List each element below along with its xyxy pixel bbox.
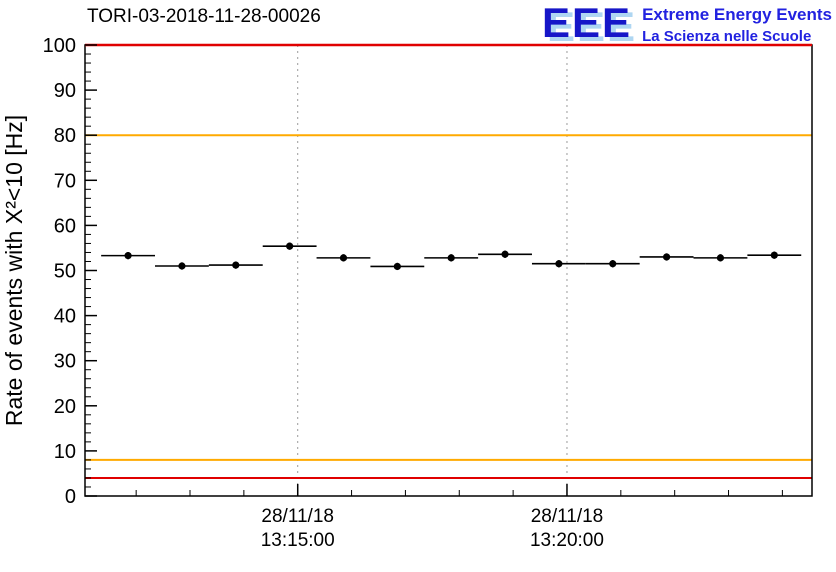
y-axis-label: Rate of events with X²<10 [Hz] [1, 115, 27, 426]
svg-text:28/11/18: 28/11/18 [531, 506, 604, 527]
svg-text:60: 60 [54, 215, 76, 237]
svg-text:20: 20 [54, 396, 76, 418]
svg-text:0: 0 [65, 486, 76, 508]
svg-text:28/11/18: 28/11/18 [261, 506, 334, 527]
data-point [501, 250, 509, 258]
data-point [178, 262, 186, 270]
data-point [393, 262, 401, 271]
data-point [339, 254, 348, 262]
svg-text:100: 100 [43, 35, 76, 57]
y-axis: 0 10 20 30 40 50 60 70 80 90 100 [43, 35, 97, 508]
plot-frame [84, 44, 813, 497]
svg-text:70: 70 [54, 170, 76, 192]
data-point [286, 242, 294, 250]
x-axis: 28/11/18 13:15:00 28/11/18 13:20:00 [135, 484, 783, 551]
data-point [447, 254, 455, 262]
svg-text:50: 50 [54, 261, 76, 283]
svg-text:40: 40 [54, 306, 76, 328]
data-point [663, 253, 671, 261]
data-point [124, 252, 132, 260]
svg-text:30: 30 [54, 351, 76, 373]
eee-logo-acronym: EEE [542, 0, 633, 46]
svg-text:80: 80 [54, 125, 76, 147]
svg-text:90: 90 [54, 80, 76, 102]
eee-logo-text: Extreme Energy Events La Scienza nelle S… [642, 3, 832, 45]
data-point [770, 251, 778, 259]
reference-lines [85, 44, 812, 479]
svg-text:13:15:00: 13:15:00 [261, 530, 335, 551]
data-point [716, 254, 725, 262]
chart-title: TORI-03-2018-11-28-00026 [87, 6, 321, 27]
eee-logo-line1: Extreme Energy Events [642, 5, 832, 24]
data-point [232, 261, 240, 269]
data-point [555, 260, 563, 268]
eee-logo-line2: La Scienza nelle Scuole [642, 28, 812, 45]
data-points [101, 242, 802, 271]
svg-text:13:20:00: 13:20:00 [530, 530, 604, 551]
data-point [609, 260, 617, 268]
eee-logo: EEE Extreme Energy Events La Scienza nel… [542, 0, 832, 46]
svg-text:10: 10 [54, 441, 76, 463]
gridlines [297, 45, 568, 496]
